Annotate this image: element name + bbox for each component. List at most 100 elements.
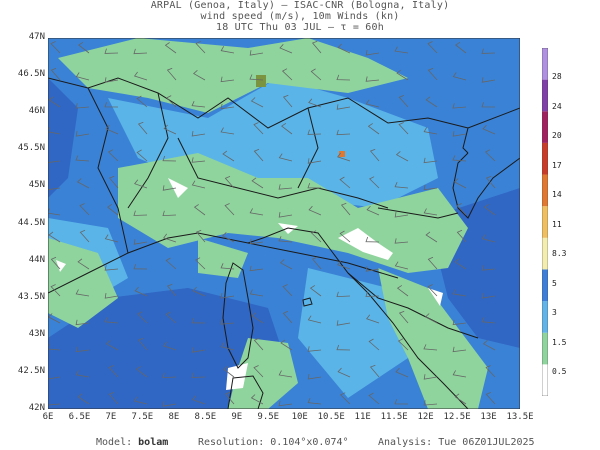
- lon-tick-label: 11.5E: [380, 412, 408, 422]
- wind-barb: [336, 344, 351, 351]
- calm-area: [56, 260, 66, 272]
- wind-barb: [220, 293, 235, 299]
- wind-barb: [253, 365, 264, 378]
- wind-barb: [79, 229, 90, 243]
- wind-barb: [48, 96, 61, 108]
- wind-barb: [484, 149, 496, 162]
- wind-barb: [336, 74, 351, 81]
- wind-barb: [423, 208, 438, 216]
- wind-barb: [137, 121, 148, 135]
- wind-barb: [307, 398, 322, 405]
- model-value: bolam: [138, 437, 169, 448]
- wind-barb: [195, 41, 206, 54]
- lat-tick-label: 45.5N: [17, 143, 45, 154]
- wind-barb: [282, 284, 293, 297]
- wind-speed-colorbar: [542, 48, 548, 396]
- wind-barb: [77, 258, 90, 270]
- wind-barb: [133, 263, 148, 270]
- wind-barb: [251, 312, 264, 324]
- wind-barb: [425, 231, 438, 243]
- wind-barb: [481, 293, 496, 299]
- wind-barb: [224, 391, 235, 405]
- wind-barb: [164, 42, 177, 54]
- wind-barb: [50, 41, 61, 54]
- wind-barb: [394, 212, 409, 218]
- wind-barb: [394, 182, 409, 189]
- wind-barb: [223, 365, 235, 378]
- wind-barb: [104, 48, 119, 54]
- wind-barb: [220, 263, 235, 270]
- wind-barb: [336, 320, 351, 326]
- wind-barb: [133, 396, 148, 405]
- wind-barb: [220, 46, 235, 54]
- wind-barb: [452, 131, 467, 137]
- wind-barb: [249, 208, 264, 216]
- wind-barb: [108, 365, 119, 378]
- wind-barb: [425, 96, 438, 108]
- wind-barb: [336, 104, 351, 110]
- lon-tick-label: 7E: [105, 412, 117, 422]
- wind-barb: [195, 257, 206, 270]
- lat-tick-label: 44.5N: [17, 217, 45, 228]
- lon-tick-label: 8.5E: [194, 412, 217, 422]
- wind-barb: [337, 260, 351, 270]
- wind-barb: [278, 370, 293, 378]
- wind-barb: [104, 265, 119, 271]
- colorbar-tick-label: 3: [552, 308, 557, 317]
- country-border: [462, 127, 469, 154]
- colorbar-segment: [542, 174, 548, 207]
- wind-barb: [482, 124, 496, 135]
- wind-barb: [137, 311, 148, 324]
- wind-barb: [251, 177, 264, 189]
- wind-barb: [48, 231, 61, 243]
- wind-barb: [278, 212, 293, 218]
- lon-tick-label: 13.5E: [506, 412, 534, 422]
- light-wind-area: [118, 153, 468, 273]
- wind-barb: [368, 338, 380, 351]
- wind-barb: [398, 122, 409, 135]
- wind-barb: [398, 310, 409, 324]
- wind-barb: [282, 94, 293, 108]
- wind-barb: [454, 258, 467, 270]
- wind-barb: [395, 151, 409, 162]
- lat-tick-label: 46N: [28, 106, 45, 117]
- wind-barb: [75, 370, 90, 378]
- colorbar-segment: [542, 206, 548, 238]
- wind-barb: [191, 157, 206, 163]
- wind-barb: [221, 232, 235, 243]
- wind-barb: [163, 233, 177, 243]
- wind-barb: [104, 317, 119, 324]
- wind-barb: [394, 399, 409, 405]
- wind-barb: [365, 291, 380, 297]
- sardinia-coast: [227, 375, 264, 409]
- wind-barb: [427, 41, 438, 54]
- wind-barb: [282, 310, 293, 324]
- wind-barb: [133, 210, 148, 216]
- wind-barb: [308, 98, 322, 108]
- wind-barb: [454, 393, 467, 405]
- lon-tick-label: 12.5E: [443, 412, 471, 422]
- wind-barb: [336, 291, 351, 298]
- wind-barb: [452, 155, 467, 162]
- wind-barb: [192, 395, 206, 405]
- wind-hotspot: [339, 151, 345, 157]
- wind-barb: [427, 256, 438, 270]
- wind-barb: [452, 103, 467, 109]
- wind-barb: [278, 400, 293, 407]
- wind-barb: [253, 122, 264, 135]
- wind-barb: [166, 67, 177, 81]
- wind-barb: [76, 178, 90, 189]
- lat-tick-label: 42.5N: [17, 365, 45, 376]
- elba-coast: [302, 297, 313, 307]
- colorbar-tick-label: 8.3: [552, 249, 567, 258]
- wind-speed-map[interactable]: [48, 38, 520, 409]
- wind-barb: [278, 236, 293, 243]
- wind-barb: [75, 346, 90, 353]
- wind-barb: [48, 400, 61, 406]
- lon-tick-label: 8E: [168, 412, 180, 422]
- wind-barb: [307, 129, 322, 135]
- lon-tick-label: 6.5E: [68, 412, 91, 422]
- wind-barb: [395, 367, 409, 378]
- analysis-info: Analysis: Tue 06Z01JUL2025: [378, 437, 535, 448]
- wind-barb: [366, 314, 380, 324]
